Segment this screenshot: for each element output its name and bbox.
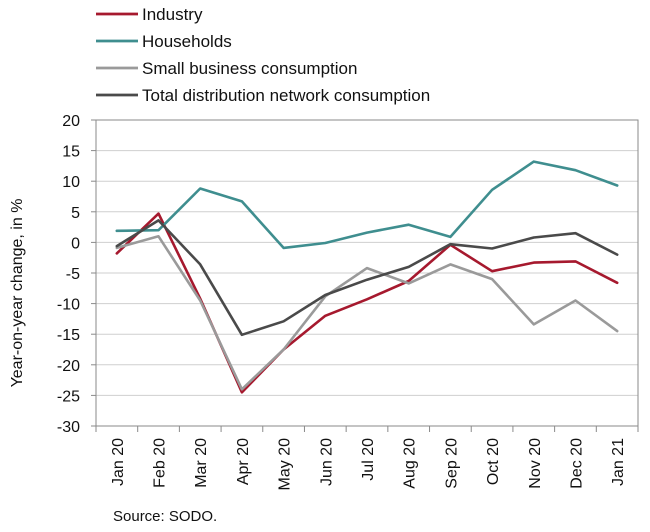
y-tick-label: 10 — [62, 174, 80, 191]
y-tick-label: -5 — [66, 266, 80, 283]
plot-series — [115, 160, 619, 394]
y-tick-label: -20 — [57, 358, 80, 375]
y-tick-label: 0 — [71, 235, 80, 252]
series-line-3 — [115, 235, 619, 391]
y-tick-label: 20 — [62, 113, 80, 130]
series-line-2 — [115, 160, 619, 250]
legend-label: Small business consumption — [142, 59, 357, 78]
x-tick-label: Sep 20 — [443, 438, 460, 489]
x-tick-label: Jan 21 — [610, 438, 627, 486]
series-line-1 — [115, 212, 619, 394]
y-tick-label: 5 — [71, 205, 80, 222]
y-tick-label: 15 — [62, 144, 80, 161]
x-tick-label: Jul 20 — [360, 438, 377, 481]
gridlines — [96, 150, 638, 396]
legend-label: Industry — [142, 5, 203, 24]
legend-label: Households — [142, 32, 232, 51]
y-axis-title: Year-on-year change, in % — [9, 199, 26, 388]
source-note: Source: SODO. — [113, 508, 217, 525]
y-axis-ticks: 20 15 10 5 0 -5 -10 -15 -20 -25 -30 — [57, 113, 96, 436]
y-tick-label: -25 — [57, 388, 80, 405]
x-tick-label: Mar 20 — [193, 438, 210, 488]
series-line-4 — [115, 219, 619, 337]
x-tick-label: Jun 20 — [318, 438, 335, 486]
x-tick-label: Aug 20 — [402, 438, 419, 489]
x-tick-label: Dec 20 — [568, 438, 585, 489]
y-tick-label: -15 — [57, 327, 80, 344]
x-tick-label: May 20 — [277, 438, 294, 491]
x-tick-label: Jan 20 — [110, 438, 127, 486]
x-tick-label: Oct 20 — [485, 438, 502, 485]
x-tick-label: Feb 20 — [152, 438, 169, 488]
x-axis-ticks: Jan 20 Feb 20 Mar 20 Apr 20 May 20 Jun 20 Jul … — [95, 426, 639, 491]
legend: Industry Households Small business consump… — [96, 5, 430, 105]
x-tick-label: Apr 20 — [235, 438, 252, 485]
x-tick-label: Nov 20 — [527, 438, 544, 489]
legend-label: Total distribution network consumption — [142, 86, 430, 105]
y-tick-label: -10 — [57, 297, 80, 314]
plot-frame — [95, 119, 639, 427]
y-tick-label: -30 — [57, 419, 80, 436]
